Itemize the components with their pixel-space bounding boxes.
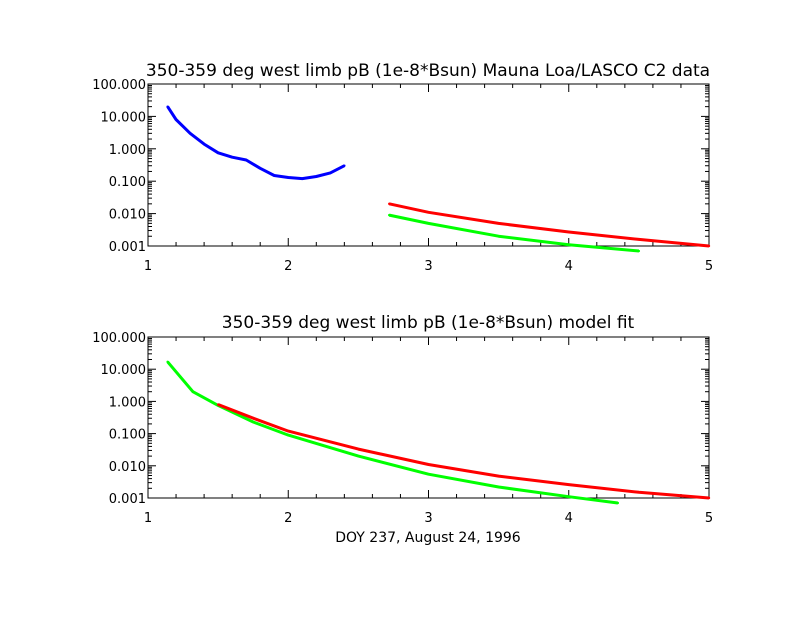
top-series-blue-point <box>343 164 346 167</box>
top-series-blue-point <box>166 105 169 108</box>
bottom-x-tick-label: 3 <box>424 511 432 526</box>
bottom-x-tick-label: 4 <box>565 511 573 526</box>
bottom-panel: 350-359 deg west limb pB (1e-8*Bsun) mod… <box>92 313 713 546</box>
top-series-red-point <box>707 244 711 248</box>
top-series-blue-point <box>216 151 220 155</box>
top-series-red-point <box>567 230 570 234</box>
top-chart-title: 350-359 deg west limb pB (1e-8*Bsun) Mau… <box>146 61 710 81</box>
top-series-blue-point <box>202 142 206 146</box>
top-x-tick-label: 4 <box>565 259 573 274</box>
bottom-series-green-point <box>287 433 290 437</box>
bottom-series-red-point <box>216 403 220 406</box>
bottom-y-tick-label: 1.000 <box>109 395 146 410</box>
top-series-red-point <box>388 202 391 206</box>
top-x-tick-label: 5 <box>705 259 713 274</box>
bottom-series-green-point <box>567 495 570 498</box>
top-series-green-point <box>388 213 391 217</box>
bottom-x-tick-label: 1 <box>144 511 152 526</box>
top-series-green-point <box>567 243 570 246</box>
bottom-series-red-point <box>707 496 711 500</box>
top-y-tick-label: 10.000 <box>101 110 147 125</box>
bottom-series-green-point <box>427 472 430 476</box>
top-series-red-point <box>427 211 430 214</box>
bottom-series-red-point <box>427 463 430 466</box>
top-series-blue-point <box>174 118 178 121</box>
top-y-tick-label: 0.010 <box>109 208 146 223</box>
bottom-series-green-line <box>166 360 618 505</box>
bottom-series-red-point <box>637 491 641 494</box>
top-series-blue-line <box>166 105 346 181</box>
bottom-series-green-point <box>166 360 169 363</box>
top-series-red-line <box>388 202 710 248</box>
bottom-y-tick-label: 0.100 <box>109 428 146 443</box>
bottom-y-tick-label: 100.000 <box>92 331 146 346</box>
top-series-blue-point <box>230 156 234 159</box>
top-x-tick-label: 1 <box>144 259 152 274</box>
bottom-series-green-point <box>191 390 195 393</box>
top-series-blue-point <box>259 167 262 170</box>
bottom-series-green-point <box>251 420 255 424</box>
top-series-red-point <box>637 238 641 241</box>
bottom-series-red-point <box>567 483 570 486</box>
bottom-series-red-point <box>357 447 360 451</box>
top-series-blue-point <box>329 171 332 175</box>
bottom-y-tick-label: 0.001 <box>109 492 146 507</box>
top-series-blue-point <box>188 132 192 135</box>
bottom-series-green-point <box>357 454 360 458</box>
top-y-tick-label: 0.100 <box>109 175 146 190</box>
bottom-y-tick-label: 0.010 <box>109 460 146 475</box>
bottom-y-tick-label: 10.000 <box>101 363 147 378</box>
bottom-x-axis-label: DOY 237, August 24, 1996 <box>335 530 521 546</box>
top-y-tick-label: 100.000 <box>92 78 146 93</box>
bottom-series-red-point <box>287 429 290 433</box>
top-series-green-point <box>497 235 500 238</box>
bottom-series-green-point <box>616 501 620 505</box>
bottom-x-tick-label: 5 <box>705 511 713 526</box>
top-y-tick-label: 1.000 <box>109 143 146 158</box>
top-series-blue-point <box>301 177 304 180</box>
top-panel: 350-359 deg west limb pB (1e-8*Bsun) Mau… <box>92 61 713 274</box>
bottom-series-green-point <box>497 485 500 489</box>
top-series-blue-point <box>273 174 276 177</box>
bottom-chart-title: 350-359 deg west limb pB (1e-8*Bsun) mod… <box>222 313 635 333</box>
bottom-series-red-point <box>251 417 255 420</box>
bottom-series-red-point <box>497 474 500 478</box>
top-y-tick-label: 0.001 <box>109 240 146 255</box>
top-series-blue-point <box>315 175 318 178</box>
top-series-blue-point <box>287 176 290 179</box>
top-series-green-point <box>637 249 641 253</box>
top-series-blue-point <box>244 158 248 162</box>
bottom-x-tick-label: 2 <box>284 511 292 526</box>
top-x-tick-label: 3 <box>424 259 432 274</box>
top-series-red-point <box>497 222 500 225</box>
top-series-green-point <box>427 222 430 225</box>
top-x-tick-label: 2 <box>284 259 292 274</box>
